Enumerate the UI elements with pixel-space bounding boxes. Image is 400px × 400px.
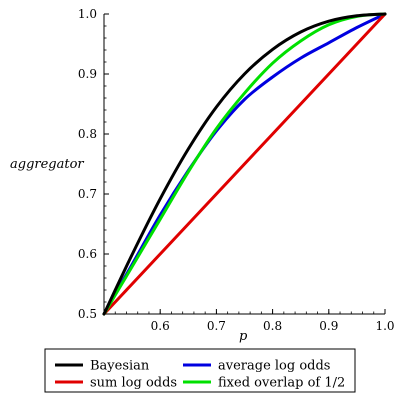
legend-label: sum log odds [90, 376, 177, 391]
y-tick-label: 1.0 [78, 7, 97, 21]
axes [103, 14, 385, 315]
y-tick-label: 0.8 [78, 127, 97, 141]
x-tick-label: 0.8 [263, 319, 282, 333]
legend-box [44, 348, 356, 393]
y-axis-label: aggregator [10, 157, 84, 172]
y-tick-label: 0.7 [78, 187, 97, 201]
legend-label: average log odds [218, 359, 330, 374]
series-line-bayesian [102, 12, 387, 316]
y-tick-label: 0.6 [78, 247, 97, 261]
y-ticks: 0.5 0.6 0.7 0.8 0.9 1.0 [78, 7, 109, 321]
x-tick-label: 1.0 [375, 319, 394, 333]
legend: Bayesian average log odds sum log odds fixe… [44, 348, 356, 393]
x-ticks: 0.6 0.7 0.8 0.9 1.0 [103, 309, 395, 333]
legend-label: Bayesian [90, 359, 150, 374]
x-tick-label: 0.9 [319, 319, 338, 333]
legend-label: fixed overlap of 1/2 [218, 376, 345, 391]
x-tick-label: 0.7 [207, 319, 226, 333]
y-tick-label: 0.9 [78, 67, 97, 81]
series-line-average-log-odds [102, 12, 387, 316]
series-line-sum-log-odds [102, 12, 387, 316]
x-axis-label: p [239, 329, 248, 344]
y-tick-label: 0.5 [78, 307, 97, 321]
x-tick-label: 0.6 [151, 319, 170, 333]
series-lines [102, 12, 387, 316]
series-line-fixed-overlap-of-1-2 [102, 12, 387, 316]
